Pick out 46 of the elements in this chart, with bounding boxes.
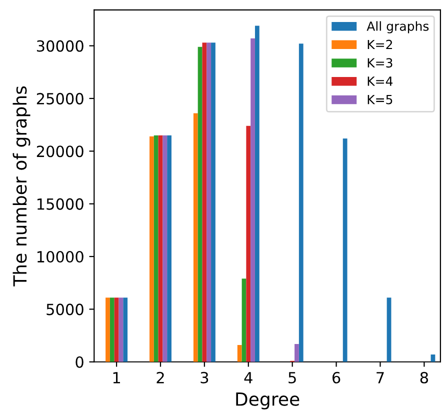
y-axis-title: The number of graphs <box>12 86 30 286</box>
bar <box>342 138 348 362</box>
bar <box>162 135 168 362</box>
bar <box>106 298 110 362</box>
legend-label: All graphs <box>366 21 429 34</box>
legend-label: K=4 <box>368 76 393 86</box>
y-tick-label: 10000 <box>37 250 84 263</box>
x-tick-label: 6 <box>332 372 340 384</box>
x-tick-label: 2 <box>156 372 164 384</box>
bar <box>114 298 119 362</box>
x-tick-label: 5 <box>288 372 296 384</box>
x-tick-label: 1 <box>113 372 120 384</box>
bar <box>150 136 154 362</box>
bar <box>242 278 246 362</box>
bar <box>118 298 124 362</box>
x-tick-label: 3 <box>200 372 208 384</box>
x-tick-label: 8 <box>420 372 428 384</box>
bar <box>211 42 216 362</box>
y-tick-label: 30000 <box>36 40 84 52</box>
x-tick-label: 7 <box>376 372 384 384</box>
legend-label: K=5 <box>368 94 392 104</box>
bar <box>167 135 172 362</box>
bar <box>123 298 128 362</box>
legend-label: K=2 <box>368 40 392 50</box>
bar <box>158 135 163 362</box>
bar <box>154 135 158 362</box>
bar <box>193 113 198 362</box>
bar <box>298 44 304 362</box>
bar <box>110 298 114 362</box>
legend-label: K=3 <box>368 58 392 68</box>
bar <box>250 38 255 362</box>
x-tick-label: 4 <box>244 372 252 384</box>
bar <box>254 26 260 362</box>
bar <box>202 42 207 362</box>
bar <box>294 344 299 362</box>
y-tick-label: 15000 <box>37 198 84 210</box>
bar <box>206 42 212 362</box>
y-tick-label: 25000 <box>36 92 84 104</box>
y-tick-label: 20000 <box>36 146 84 158</box>
bar <box>237 345 242 362</box>
bar <box>386 298 392 362</box>
y-tick-label: 0 <box>76 356 84 368</box>
y-tick-label: 5000 <box>46 304 84 316</box>
bar <box>246 126 251 362</box>
bar <box>198 46 202 362</box>
x-axis-title: Degree <box>236 392 300 410</box>
